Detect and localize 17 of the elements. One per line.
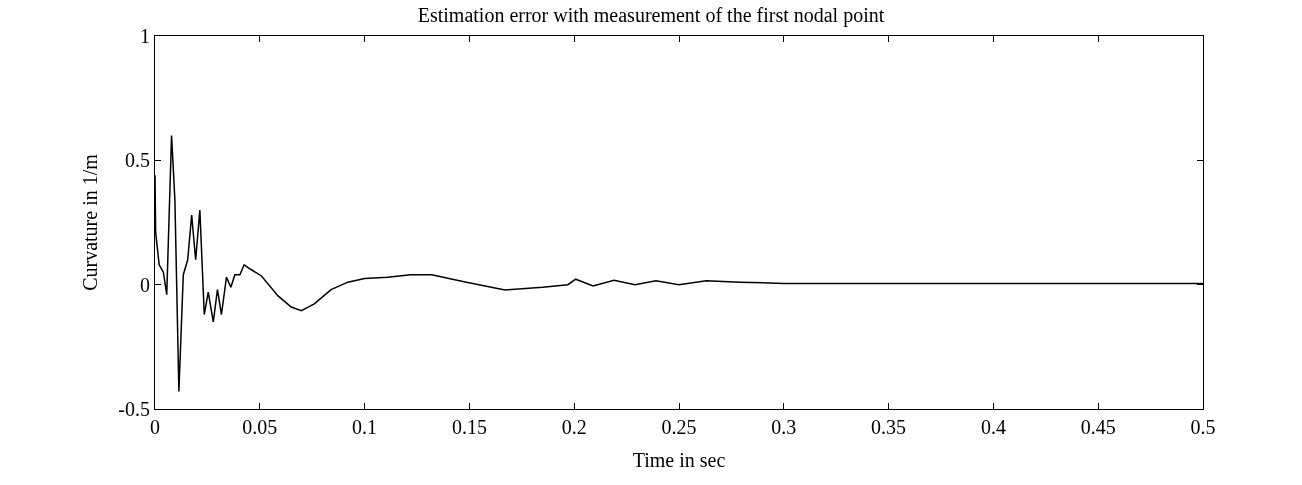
x-tick-label: 0.45 — [1080, 416, 1116, 438]
y-tick-label: 0.5 — [125, 149, 150, 172]
x-tick-label: 0.5 — [1190, 416, 1216, 438]
y-tick-label: 1 — [140, 25, 150, 47]
x-tick-label: 0.05 — [242, 416, 278, 438]
x-tick-label: 0.15 — [451, 416, 487, 438]
y-axis-title: Curvature in 1/m — [78, 153, 101, 291]
x-tick-label: 0.35 — [871, 416, 907, 438]
x-axis-title: Time in sec — [632, 448, 726, 471]
x-tick-label: 0.2 — [561, 416, 587, 438]
x-tick-label: 0.3 — [771, 416, 797, 438]
x-tick-label: 0.25 — [661, 416, 697, 438]
x-tick-label: 0.1 — [352, 416, 378, 438]
x-tick-label: 0.4 — [980, 416, 1006, 438]
y-tick-label: -0.5 — [118, 398, 150, 420]
chart-title: Estimation error with measurement of the first nodal point — [417, 4, 885, 27]
y-tick-label: 0 — [140, 273, 150, 296]
